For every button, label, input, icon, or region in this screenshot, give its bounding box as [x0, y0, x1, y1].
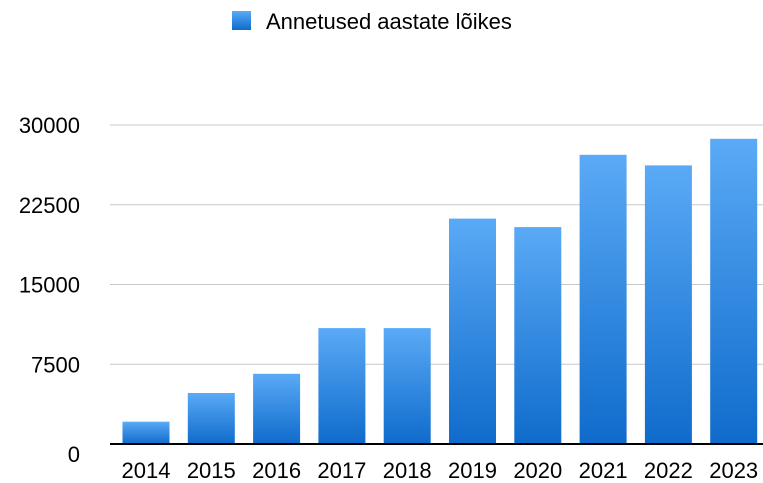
- x-tick-label: 2023: [709, 458, 758, 483]
- x-tick-label: 2021: [579, 458, 628, 483]
- x-tick-label: 2020: [513, 458, 562, 483]
- y-tick-label: 7500: [31, 352, 80, 377]
- legend-label: Annetused aastate lõikes: [266, 9, 512, 34]
- y-tick-label: 22500: [19, 193, 80, 218]
- legend: Annetused aastate lõikes: [232, 9, 512, 34]
- x-tick-label: 2019: [448, 458, 497, 483]
- bars: [122, 138, 758, 445]
- x-axis-tick-labels: 2014 2015 2016 2017 2018 2019 2020 2021 2022 2023: [122, 458, 759, 483]
- x-tick-label: 2014: [122, 458, 171, 483]
- x-tick-label: 2018: [383, 458, 432, 483]
- bar-2015: [187, 393, 235, 444]
- x-tick-label: 2015: [187, 458, 236, 483]
- x-tick-label: 2017: [317, 458, 366, 483]
- bar-2014: [122, 421, 170, 444]
- bar-2023: [710, 138, 758, 445]
- y-tick-label: 0: [68, 442, 80, 467]
- x-tick-label: 2022: [644, 458, 693, 483]
- bar-2020: [514, 227, 562, 444]
- bar-2022: [644, 165, 692, 444]
- bar-2021: [579, 154, 627, 445]
- legend-swatch: [232, 11, 251, 30]
- y-tick-label: 30000: [19, 113, 80, 138]
- x-tick-label: 2016: [252, 458, 301, 483]
- bar-2016: [253, 373, 301, 444]
- y-axis-tick-labels: 0 7500 15000 22500 30000: [19, 113, 80, 467]
- bar-2017: [318, 328, 366, 444]
- bar-2019: [449, 218, 496, 444]
- bar-2018: [383, 328, 431, 444]
- y-tick-label: 15000: [19, 273, 80, 298]
